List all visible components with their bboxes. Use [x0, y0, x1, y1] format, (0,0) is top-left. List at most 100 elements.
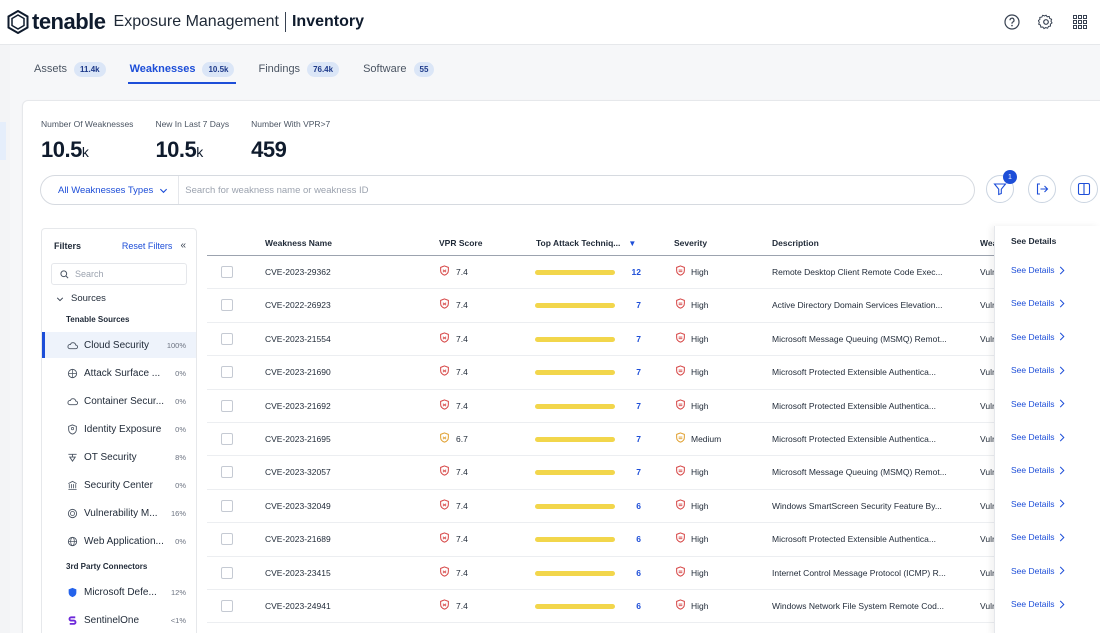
weakness-name[interactable]: CVE-2023-32057: [265, 467, 331, 478]
source-item-identity-exposure[interactable]: Identity Exposure 0%: [42, 416, 196, 442]
attack-technique-count[interactable]: 6: [636, 500, 641, 511]
weakness-name[interactable]: CVE-2023-21689: [265, 534, 331, 545]
weakness-name[interactable]: CVE-2023-21690: [265, 367, 331, 378]
table-row[interactable]: CVE-2023-21689 7.4 6 High Microsoft Protecte…: [207, 523, 1097, 557]
source-item-cloud-security[interactable]: Cloud Security 100%: [42, 332, 196, 358]
severity-icon: [675, 332, 686, 345]
see-details-link[interactable]: See Details: [1011, 499, 1065, 509]
table-row[interactable]: CVE-2023-23415 7.4 6 High Internet Control M…: [207, 557, 1097, 590]
attack-technique-count[interactable]: 7: [636, 400, 641, 411]
weakness-name[interactable]: CVE-2023-32049: [265, 500, 331, 511]
table-row[interactable]: CVE-2023-21554 7.4 7 High Microsoft Message …: [207, 323, 1097, 357]
tab-findings[interactable]: Findings 76.4k: [246, 46, 351, 92]
row-select-checkbox[interactable]: [221, 366, 233, 379]
source-item-ot-security[interactable]: OT Security 8%: [42, 444, 196, 470]
weakness-description: Windows Network File System Remote Cod..…: [772, 601, 944, 611]
table-row[interactable]: CVE-2023-32049 7.4 6 High Windows SmartScree…: [207, 490, 1097, 524]
metric-value: 10.5k: [155, 137, 203, 162]
row-select-checkbox[interactable]: [221, 466, 233, 479]
see-details-label: See Details: [1011, 599, 1055, 609]
weakness-name[interactable]: CVE-2023-29362: [265, 267, 331, 277]
column-header-weakness-name[interactable]: Weakness Name: [265, 238, 332, 248]
inventory-tabs: Assets 11.4k Weaknesses 10.5k Findings 7…: [22, 46, 446, 92]
settings-gear-icon[interactable]: [1036, 12, 1056, 32]
row-select-checkbox[interactable]: [221, 266, 233, 278]
help-icon[interactable]: [1002, 12, 1022, 32]
column-header-top-attack-techniques[interactable]: Top Attack Techniq... ▼: [536, 238, 637, 248]
table-row[interactable]: CVE-2022-26923 7.4 7 High Active Directory D…: [207, 289, 1097, 323]
row-select-checkbox[interactable]: [221, 433, 233, 445]
see-details-link[interactable]: See Details: [1011, 432, 1065, 442]
see-details-link[interactable]: See Details: [1011, 465, 1065, 475]
attack-technique-count[interactable]: 7: [636, 434, 641, 444]
see-details-link[interactable]: See Details: [1011, 599, 1065, 609]
attack-technique-count[interactable]: 6: [636, 534, 641, 545]
source-label: Vulnerability M...: [84, 507, 158, 519]
severity-label: High: [691, 267, 709, 277]
weakness-name[interactable]: CVE-2022-26923: [265, 300, 331, 311]
source-item-vulnerability-management[interactable]: Vulnerability M... 16%: [42, 500, 196, 526]
tab-weaknesses[interactable]: Weaknesses 10.5k: [118, 46, 247, 92]
collapse-panel-icon[interactable]: «: [180, 240, 186, 251]
weakness-type-dropdown[interactable]: All Weaknesses Types: [41, 176, 180, 204]
table-row[interactable]: CVE-2023-21695 6.7 7 Medium Microsoft Protec…: [207, 423, 1097, 457]
see-details-link[interactable]: See Details: [1011, 332, 1065, 342]
weakness-search-input[interactable]: [185, 184, 786, 196]
row-select-checkbox[interactable]: [221, 600, 233, 612]
source-item-container-security[interactable]: Container Secur... 0%: [42, 388, 196, 414]
weakness-name[interactable]: CVE-2023-21692: [265, 400, 331, 411]
source-item-web-application[interactable]: Web Application... 0%: [42, 528, 196, 554]
table-row[interactable]: CVE-2023-21690 7.4 7 High Microsoft Protecte…: [207, 356, 1097, 390]
column-header-vpr-score[interactable]: VPR Score: [439, 238, 483, 248]
chevron-right-icon: [1060, 499, 1065, 508]
see-details-link[interactable]: See Details: [1011, 365, 1065, 375]
see-details-link[interactable]: See Details: [1011, 298, 1065, 308]
column-header-weakness-type[interactable]: Wea: [980, 238, 998, 248]
weakness-name[interactable]: CVE-2023-23415: [265, 567, 331, 578]
source-item-attack-surface[interactable]: Attack Surface ... 0%: [42, 360, 196, 386]
row-select-checkbox[interactable]: [221, 332, 233, 345]
attack-technique-count[interactable]: 7: [636, 300, 641, 311]
sources-toggle[interactable]: Sources: [56, 293, 106, 304]
attack-technique-count[interactable]: 7: [636, 333, 641, 344]
attack-technique-count[interactable]: 6: [636, 567, 641, 578]
weakness-name[interactable]: CVE-2023-24941: [265, 601, 331, 611]
see-details-link[interactable]: See Details: [1011, 265, 1065, 275]
attack-technique-count[interactable]: 7: [636, 467, 641, 478]
table-row[interactable]: CVE-2023-32057 7.4 7 High Microsoft Message …: [207, 456, 1097, 490]
tab-software[interactable]: Software 55: [351, 46, 446, 92]
table-row[interactable]: CVE-2023-29362 7.4 12 High Remote Desktop Cl…: [207, 256, 1097, 290]
brand[interactable]: tenable Exposure Management Inventory: [6, 9, 364, 35]
weakness-name[interactable]: CVE-2023-21695: [265, 434, 331, 444]
attack-technique-count[interactable]: 6: [636, 601, 641, 611]
see-details-link[interactable]: See Details: [1011, 566, 1065, 576]
column-layout-button[interactable]: [1070, 175, 1098, 203]
export-button[interactable]: [1028, 175, 1056, 203]
tab-assets[interactable]: Assets 11.4k: [22, 46, 118, 92]
source-item-sentinelone[interactable]: SentinelOne <1%: [42, 607, 196, 633]
row-select-checkbox[interactable]: [221, 499, 233, 512]
filter-funnel-icon: [993, 183, 1007, 196]
column-header-description[interactable]: Description: [772, 238, 819, 248]
see-details-link[interactable]: See Details: [1011, 532, 1065, 542]
attack-technique-count[interactable]: 7: [636, 367, 641, 378]
column-header-severity[interactable]: Severity: [674, 238, 708, 248]
reset-filters-link[interactable]: Reset Filters: [121, 240, 173, 251]
attack-technique-count[interactable]: 12: [631, 267, 641, 277]
filter-search-input[interactable]: Search: [51, 263, 187, 285]
filter-button[interactable]: 1: [986, 170, 1017, 203]
table-row[interactable]: CVE-2023-21692 7.4 7 High Microsoft Protecte…: [207, 390, 1097, 423]
table-row[interactable]: CVE-2023-24941 7.4 6 High Windows Network Fi…: [207, 590, 1097, 624]
row-select-checkbox[interactable]: [221, 399, 233, 412]
row-select-checkbox[interactable]: [221, 299, 233, 312]
source-label: Microsoft Defe...: [84, 586, 157, 598]
see-details-link[interactable]: See Details: [1011, 399, 1065, 409]
app-grid-icon[interactable]: [1070, 12, 1090, 32]
row-select-checkbox[interactable]: [221, 533, 233, 546]
row-select-checkbox[interactable]: [221, 566, 233, 579]
source-item-security-center[interactable]: Security Center 0%: [42, 472, 196, 498]
source-item-microsoft-defender[interactable]: Microsoft Defe... 12%: [42, 579, 196, 605]
weakness-name[interactable]: CVE-2023-21554: [265, 333, 331, 344]
weakness-description: Windows SmartScreen Security Feature By.…: [772, 500, 942, 511]
severity-icon: [675, 565, 686, 579]
